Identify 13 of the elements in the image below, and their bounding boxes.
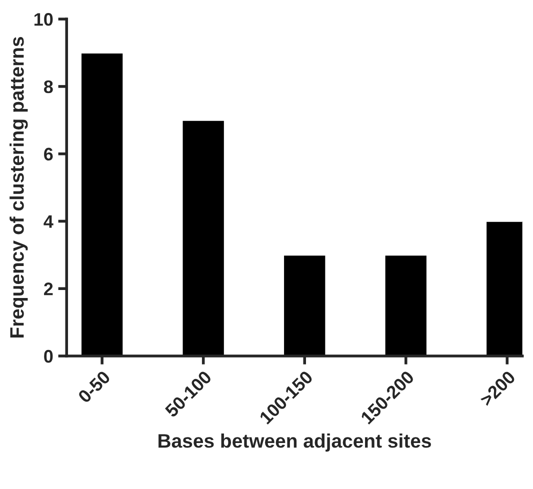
y-tick-label: 6 <box>44 148 53 161</box>
bar <box>181 119 226 356</box>
y-tick-label: 2 <box>44 282 53 296</box>
y-tick-label: 4 <box>44 215 54 228</box>
x-axis-title: Bases between adjacent sites <box>158 433 431 452</box>
y-tick-label: 0 <box>44 350 53 363</box>
y-tick-label: 8 <box>44 80 53 94</box>
bar <box>80 52 124 356</box>
y-tick-label: 10 <box>34 13 53 26</box>
x-tick-label: 0-50 <box>77 370 111 404</box>
bar <box>384 254 428 356</box>
y-axis-title: Frequency of clustering patterns <box>10 37 28 338</box>
bar <box>282 254 327 356</box>
